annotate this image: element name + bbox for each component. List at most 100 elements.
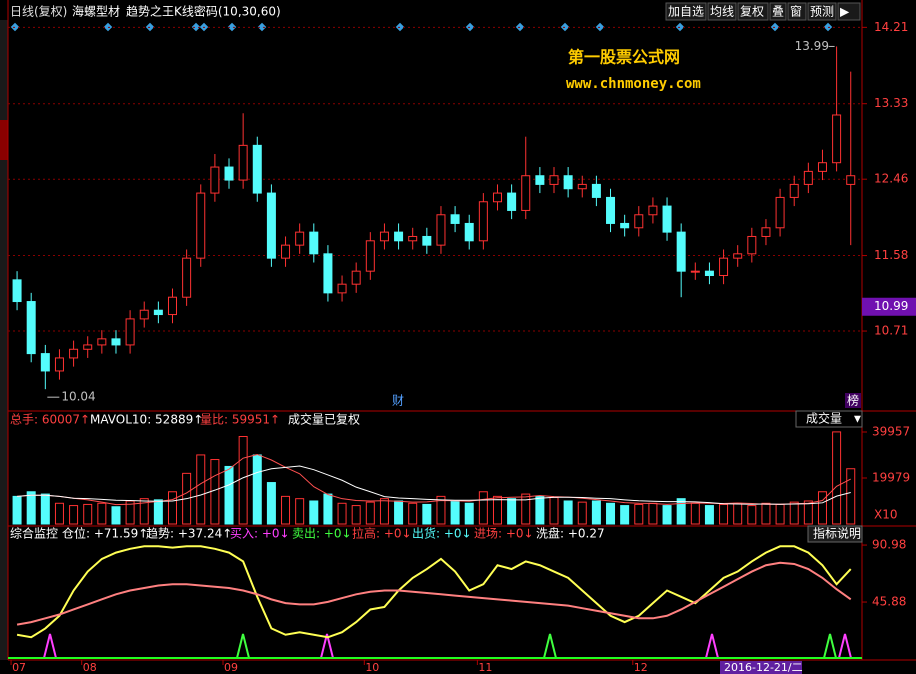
cursor-price-box: [862, 297, 916, 316]
stock-name: 海螺型材: [72, 4, 120, 19]
candle-body: [817, 162, 827, 172]
candle-body: [337, 283, 347, 294]
volume-bar: [803, 500, 813, 525]
volume-bar: [281, 495, 291, 525]
candle-body: [662, 205, 672, 233]
tag-box: [845, 393, 861, 408]
candle-body: [775, 196, 785, 229]
selector[interactable]: [795, 410, 863, 428]
y-tick-label: 90.98: [872, 538, 906, 552]
candle-body: [379, 231, 389, 242]
tag: 财: [392, 394, 404, 408]
y-tick-label: 14.21: [874, 20, 908, 34]
side-tabs: [0, 20, 8, 660]
toolbar-label[interactable]: 叠: [772, 5, 784, 19]
volume-bar: [365, 501, 375, 525]
volume-bar: [40, 493, 50, 525]
toolbar-button[interactable]: [737, 2, 769, 21]
volume-bar: [832, 431, 842, 525]
volume-bar: [238, 436, 248, 525]
candle-body: [620, 222, 630, 229]
volume-bar: [408, 502, 418, 525]
candle-body: [422, 235, 432, 246]
toolbar-button[interactable]: [707, 2, 737, 21]
cursor-date-box: [720, 661, 802, 674]
candle-body: [97, 338, 107, 346]
low-annotation: 10.04: [61, 390, 95, 404]
volume-bar: [577, 501, 587, 525]
candle-body: [83, 344, 93, 350]
candle-body: [309, 231, 319, 255]
high-annotation: 13.99: [795, 39, 829, 53]
indicator-header: 卖出: +0↓: [292, 527, 352, 541]
candle-body: [789, 183, 799, 198]
volume-bar: [210, 459, 220, 525]
selector-label[interactable]: 成交量: [806, 411, 842, 426]
candle-body: [125, 318, 135, 346]
volume-bar: [704, 505, 714, 525]
candle-body: [478, 201, 488, 242]
candle-body: [492, 192, 502, 203]
toolbar-button[interactable]: [807, 2, 837, 21]
toolbar-button[interactable]: [769, 2, 787, 21]
candle-body: [12, 279, 22, 303]
volume-bar: [351, 505, 361, 525]
help-label[interactable]: 指标说明: [813, 526, 861, 541]
volume-bar: [167, 491, 177, 525]
help-button[interactable]: [807, 525, 863, 543]
candle-body: [69, 348, 79, 359]
candle-body: [351, 270, 361, 285]
volume-bar: [295, 498, 305, 525]
candle-body: [521, 175, 531, 211]
candle-body: [54, 357, 64, 372]
indicator-header: 趋势: +37.24↑: [146, 527, 232, 541]
candle-body: [238, 144, 248, 181]
volume-header: 总手: 60007↑: [10, 413, 90, 427]
x-tick-label: 11: [478, 661, 492, 674]
toolbar-label[interactable]: 预测: [810, 5, 834, 19]
candle-body: [704, 270, 714, 277]
toolbar-label[interactable]: 窗: [790, 5, 802, 19]
period: 日线(复权): [10, 5, 67, 19]
x-tick-label: 10: [365, 661, 379, 674]
candle-body: [676, 231, 686, 272]
volume-bar: [521, 493, 531, 525]
x-tick-label: 09: [224, 661, 238, 674]
candle-body: [733, 253, 743, 259]
toolbar-label[interactable]: 复权: [740, 5, 764, 19]
volume-bar: [563, 500, 573, 525]
volume-bar: [789, 501, 799, 525]
volume-bar: [648, 502, 658, 525]
candle-body: [450, 214, 460, 224]
toolbar-button[interactable]: [787, 2, 807, 21]
volume-bar: [549, 497, 559, 525]
toolbar-button[interactable]: [837, 2, 861, 21]
candle-body: [167, 296, 177, 316]
volume-bar: [12, 495, 22, 525]
volume-bar: [761, 502, 771, 525]
volume-bar: [662, 505, 672, 525]
candle-body: [252, 144, 262, 194]
candle-body: [153, 309, 163, 316]
series-line: [17, 465, 851, 505]
candle-body: [26, 301, 36, 355]
toolbar-button[interactable]: [665, 2, 707, 21]
toolbar-label[interactable]: ▶: [840, 5, 850, 19]
volume-bar: [153, 499, 163, 525]
toolbar-label[interactable]: 均线: [710, 5, 734, 19]
candle-body: [436, 214, 446, 246]
volume-bar: [196, 454, 206, 525]
toolbar-label[interactable]: 加自选: [668, 5, 704, 19]
volume-bar: [224, 465, 234, 525]
candle-body: [365, 240, 375, 272]
candle-body: [323, 253, 333, 294]
indicator-header: 综合监控: [10, 526, 58, 541]
candle-body: [690, 270, 700, 273]
y-tick-label: 11.58: [874, 248, 908, 262]
volume-bar: [535, 495, 545, 525]
volume-bar: [26, 491, 36, 525]
candle-body: [535, 175, 545, 185]
volume-bar: [111, 506, 121, 525]
volume-bar: [450, 500, 460, 525]
volume-bar: [422, 503, 432, 525]
